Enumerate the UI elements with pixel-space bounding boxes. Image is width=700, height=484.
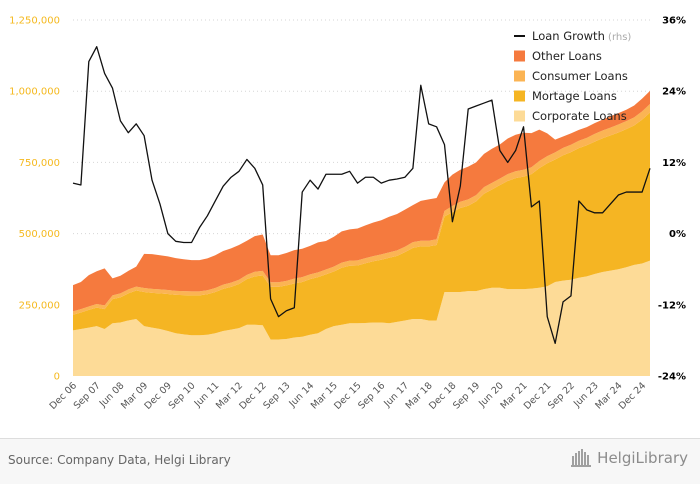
brand-name: HelgiLibrary — [597, 449, 688, 467]
legend-item-other-loans[interactable]: Other Loans — [514, 49, 602, 63]
legend-swatch — [514, 90, 525, 102]
left-axis: 0 250,000 500,000 750,000 1,000,000 1,250,000 — [9, 16, 60, 383]
legend-swatch — [514, 70, 525, 82]
legend-swatch — [514, 50, 525, 62]
source-note: Source: Company Data, Helgi Library — [8, 453, 231, 467]
legend-label: Other Loans — [532, 49, 602, 63]
line-loan-growth — [72, 46, 651, 345]
x-tick-label: Dec 24 — [617, 380, 648, 411]
left-tick-label: 500,000 — [19, 229, 60, 240]
legend-label: Consumer Loans — [532, 69, 628, 83]
area-series — [73, 90, 650, 376]
left-tick-label: 750,000 — [19, 158, 60, 169]
legend-label: Corporate Loans — [532, 109, 627, 123]
legend-item-mortage-loans[interactable]: Mortage Loans — [514, 89, 617, 103]
legend: Loan Growth (rhs) Other Loans Consumer Loa… — [514, 29, 631, 123]
library-building-icon — [571, 449, 592, 467]
right-axis: -24% -12% 0% 12% 24% 36% — [658, 16, 686, 383]
x-tick-label: Sep 16 — [356, 380, 387, 411]
x-tick-label: Sep 07 — [72, 380, 103, 411]
right-tick-label: 12% — [662, 158, 686, 169]
helgi-library-logo[interactable]: HelgiLibrary — [571, 448, 688, 468]
legend-label: Loan Growth (rhs) — [532, 29, 631, 43]
left-tick-label: 1,250,000 — [9, 16, 60, 27]
area-mortage-loans — [73, 112, 650, 340]
legend-item-loan-growth[interactable]: Loan Growth (rhs) — [514, 29, 631, 43]
x-tick-label: Sep 10 — [167, 380, 198, 411]
right-tick-label: -12% — [658, 300, 686, 311]
loans-chart: 0 250,000 500,000 750,000 1,000,000 1,250,000… — [9, 16, 686, 412]
line-series — [72, 46, 651, 345]
left-tick-label: 1,000,000 — [9, 87, 60, 98]
legend-item-consumer-loans[interactable]: Consumer Loans — [514, 69, 628, 83]
footer: Source: Company Data, Helgi Library Helg… — [0, 438, 700, 484]
right-tick-label: 36% — [662, 16, 686, 27]
right-tick-label: 24% — [662, 87, 686, 98]
left-tick-label: 0 — [54, 372, 60, 383]
legend-item-corporate-loans[interactable]: Corporate Loans — [514, 109, 627, 123]
left-tick-label: 250,000 — [19, 300, 60, 311]
area-corporate-loans — [73, 260, 650, 376]
x-tick-label: Sep 22 — [546, 380, 577, 411]
legend-label: Mortage Loans — [532, 89, 617, 103]
right-tick-label: -24% — [658, 372, 686, 383]
right-tick-label: 0% — [669, 229, 686, 240]
legend-swatch — [514, 110, 525, 122]
area-other-loans — [73, 90, 650, 312]
x-tick-label: Sep 19 — [451, 380, 482, 411]
x-tick-label: Sep 13 — [261, 380, 292, 411]
